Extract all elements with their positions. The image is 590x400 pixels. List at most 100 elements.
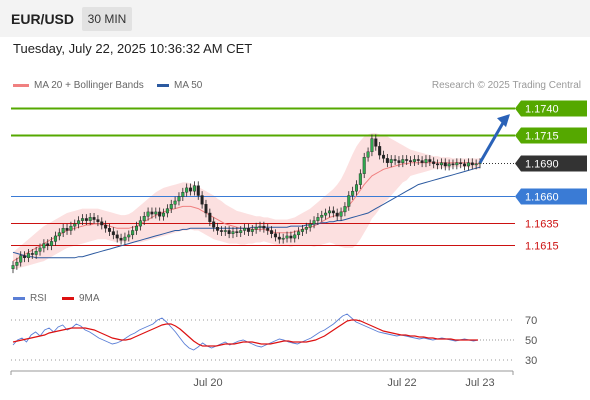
candle-body (354, 184, 358, 192)
candle-body (366, 151, 370, 158)
candle (385, 154, 389, 168)
candle-body (447, 163, 451, 167)
candle (293, 230, 297, 243)
candle (42, 239, 46, 253)
candle (258, 221, 262, 232)
bollinger-band-area (13, 133, 480, 270)
candle-body (107, 228, 111, 232)
timeframe-button[interactable]: 30 MIN (82, 7, 132, 31)
candle-body (258, 225, 262, 228)
candle-body (216, 227, 220, 231)
candle (273, 229, 277, 242)
candle-body (127, 234, 131, 238)
candle-body (273, 233, 277, 238)
candle (231, 227, 235, 239)
candle (84, 214, 88, 226)
candle (277, 232, 281, 244)
candle-body (409, 160, 413, 162)
candle-body (23, 255, 27, 258)
legend-9ma-label: 9MA (79, 293, 100, 304)
candle (447, 159, 451, 171)
level-badge-bg (515, 127, 587, 144)
candle-body (289, 235, 293, 239)
candle-body (80, 218, 84, 221)
candle (154, 207, 158, 219)
candle (169, 199, 173, 213)
forecast-arrow-shaft (478, 120, 506, 164)
candle-body (196, 185, 200, 196)
candle (370, 134, 374, 157)
legend-bollinger-label: MA 20 + Bollinger Bands (34, 80, 144, 91)
candle-body (370, 138, 374, 153)
candle-body (416, 159, 420, 161)
candle (416, 155, 420, 165)
candle (374, 134, 378, 151)
candle (451, 159, 455, 170)
candle (92, 213, 96, 224)
candle (358, 169, 362, 189)
candle (270, 226, 274, 239)
candle (389, 155, 393, 168)
candle (470, 158, 474, 170)
candle-body (443, 162, 447, 167)
level-badge-text: 1.1615 (525, 241, 559, 253)
candle-body (385, 158, 389, 163)
candle (266, 223, 270, 235)
candle-body (30, 253, 34, 255)
candle (216, 222, 220, 235)
candle (142, 211, 146, 226)
candle-body (104, 224, 108, 229)
candle-body (142, 216, 146, 221)
rsi-tick-label-70: 70 (525, 315, 537, 327)
candle (212, 217, 216, 232)
candle (88, 213, 92, 226)
candle (46, 239, 50, 251)
candle-body (34, 251, 38, 255)
candle-body (463, 163, 467, 167)
candle (107, 223, 111, 236)
candle (30, 249, 34, 259)
candle-body (115, 234, 119, 239)
level-badge-bg (515, 100, 587, 117)
candle (432, 157, 436, 169)
level-badge-text: 1.1740 (525, 104, 559, 116)
candle-body (146, 211, 150, 217)
candle-body (320, 214, 324, 218)
candle (297, 227, 301, 240)
candle (439, 158, 443, 170)
level-badge-text: 1.1660 (525, 192, 559, 204)
candle-body (316, 217, 320, 221)
candle-body (470, 162, 474, 166)
candle-body (243, 228, 247, 231)
candle (378, 141, 382, 160)
candle-body (38, 247, 42, 252)
candle (146, 207, 150, 221)
candle-body (212, 221, 216, 228)
candle (397, 156, 401, 168)
candle-body (382, 154, 386, 159)
candle-body (135, 225, 139, 231)
level-badge-text: 1.1635 (525, 219, 559, 231)
legend-ma50: MA 50 (157, 80, 202, 91)
candle-body (57, 232, 61, 237)
instrument-title: EUR/USD (11, 11, 75, 27)
candle (254, 222, 258, 234)
rsi-series-9ma (12, 319, 478, 347)
candle-body (285, 235, 289, 239)
candle (227, 226, 231, 239)
candle-body (262, 225, 266, 229)
candle (308, 219, 312, 232)
candle-body (358, 173, 362, 185)
candle-body (312, 220, 316, 225)
candle (289, 231, 293, 243)
candle-body (374, 138, 378, 147)
x-tick-label: Jul 22 (387, 377, 416, 389)
candle-body (401, 159, 405, 163)
candle-body (61, 228, 65, 233)
candle-body (439, 162, 443, 166)
candle (119, 233, 123, 245)
candle-body (26, 253, 30, 258)
candle-body (138, 220, 142, 227)
candle (405, 155, 409, 165)
